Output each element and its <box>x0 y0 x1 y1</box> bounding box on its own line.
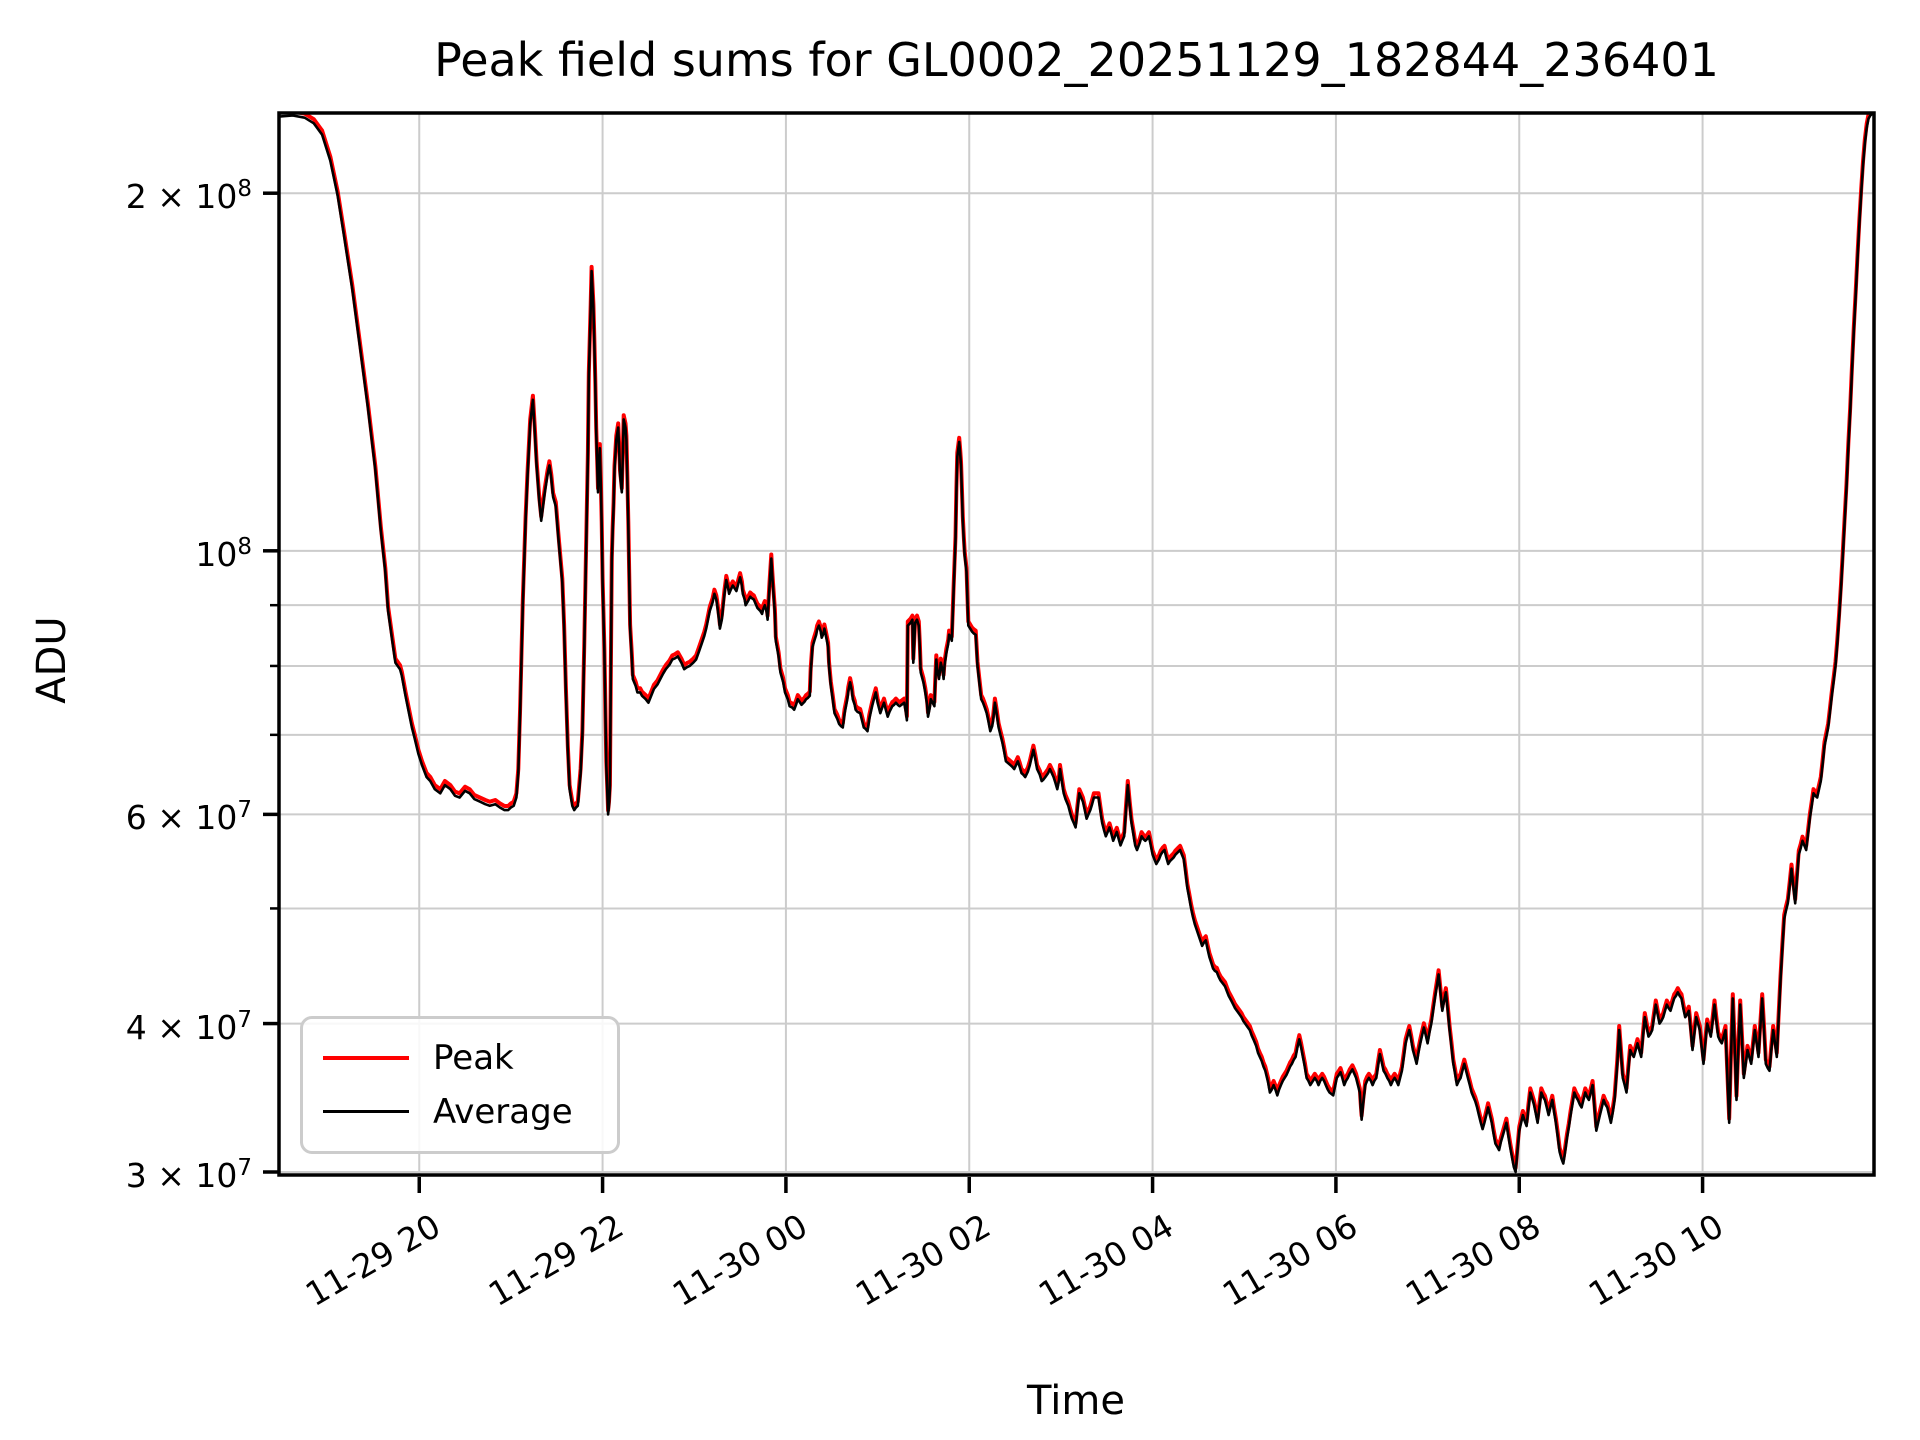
chart-title: Peak field sums for GL0002_20251129_1828… <box>434 33 1719 87</box>
y-tick-base: 2 × 10 <box>125 177 238 217</box>
y-tick-label: 6 × 107 <box>126 792 252 836</box>
peak-line-swatch <box>323 1056 409 1061</box>
legend-item-average: Average <box>313 1092 607 1132</box>
y-tick-base: 10 <box>195 534 238 574</box>
y-tick-exponent: 8 <box>237 176 252 203</box>
x-axis-label: Time <box>1027 1378 1125 1424</box>
y-tick-base: 4 × 10 <box>125 1007 238 1047</box>
legend-label-average: Average <box>433 1091 573 1132</box>
y-tick-label: 4 × 107 <box>126 1002 252 1046</box>
y-tick-base: 6 × 10 <box>125 798 238 838</box>
y-tick-exponent: 8 <box>237 533 252 560</box>
legend: Peak Average <box>300 1016 620 1154</box>
legend-item-peak: Peak <box>313 1038 607 1078</box>
y-tick-label: 108 <box>195 529 252 573</box>
y-tick-exponent: 7 <box>237 1155 252 1181</box>
peak-series-line <box>279 113 1872 1170</box>
legend-label-peak: Peak <box>433 1038 514 1079</box>
average-series-line <box>279 113 1874 1174</box>
y-axis-label: ADU <box>29 616 75 704</box>
y-tick-label: 3 × 107 <box>126 1150 252 1194</box>
y-tick-exponent: 7 <box>237 1006 252 1033</box>
y-tick-base: 3 × 10 <box>125 1156 238 1195</box>
tick-marks <box>263 191 1705 1193</box>
average-line-swatch <box>323 1110 409 1114</box>
plot-frame <box>277 111 1876 1177</box>
y-tick-label: 2 × 108 <box>126 171 252 215</box>
y-tick-exponent: 7 <box>237 797 252 824</box>
series-group <box>279 113 1874 1174</box>
